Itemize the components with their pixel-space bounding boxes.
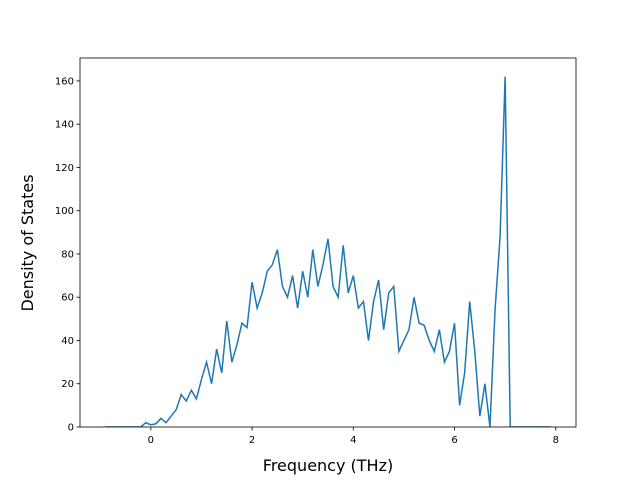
y-tick-label: 140 [55, 120, 74, 131]
y-tick-label: 40 [61, 336, 74, 347]
y-tick-label: 60 [61, 293, 74, 304]
y-axis-label: Density of States [18, 174, 37, 311]
y-tick-label: 80 [61, 249, 74, 260]
y-tick-label: 0 [68, 423, 74, 434]
x-tick-label: 8 [553, 435, 559, 446]
x-tick-label: 2 [249, 435, 255, 446]
line [105, 76, 551, 427]
y-tick-label: 120 [55, 163, 74, 174]
y-tick-label: 20 [61, 379, 74, 390]
x-tick-label: 4 [350, 435, 356, 446]
y-tick-label: 160 [55, 76, 74, 87]
y-tick-label: 100 [55, 206, 74, 217]
x-tick-label: 0 [148, 435, 154, 446]
x-axis-label: Frequency (THz) [263, 456, 393, 475]
x-tick-label: 6 [451, 435, 457, 446]
axes-frame [79, 57, 577, 428]
